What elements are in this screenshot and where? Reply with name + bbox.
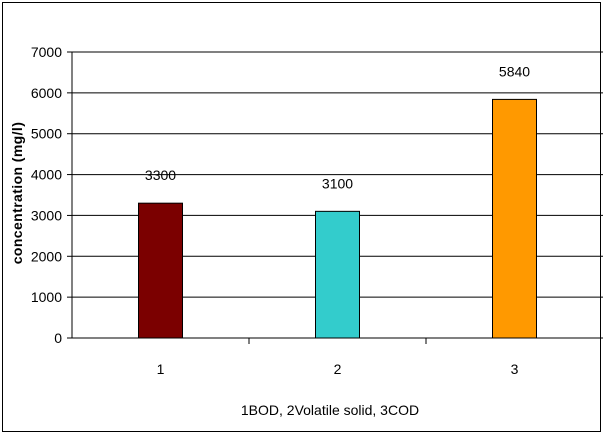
y-tick-label: 4000: [31, 167, 62, 183]
y-tick-label: 1000: [31, 289, 62, 305]
y-tick-label: 3000: [31, 207, 62, 223]
y-tick-label: 7000: [31, 44, 62, 60]
y-tick-label: 5000: [31, 126, 62, 142]
data-label: 3300: [145, 167, 176, 183]
x-tick-label: 2: [334, 361, 342, 377]
y-tick-label: 2000: [31, 248, 62, 264]
x-axis-title: 1BOD, 2Volatile solid, 3COD: [241, 402, 419, 418]
y-tick-label: 6000: [31, 85, 62, 101]
bar-2: [315, 210, 360, 339]
x-tick-label: 1: [157, 361, 165, 377]
axes: [67, 51, 603, 344]
bar-1: [138, 202, 183, 339]
data-label: 3100: [322, 175, 353, 191]
data-label: 5840: [499, 63, 530, 79]
bar-3: [492, 98, 537, 339]
y-tick-label: 0: [54, 330, 62, 346]
labels: 0 1000 2000 3000 4000 5000 6000 7000 3300 1 3100 2 5…: [31, 44, 530, 377]
y-axis-title: concentration (mg/l): [9, 122, 25, 265]
bars: [138, 98, 537, 339]
x-tick-label: 3: [511, 361, 519, 377]
